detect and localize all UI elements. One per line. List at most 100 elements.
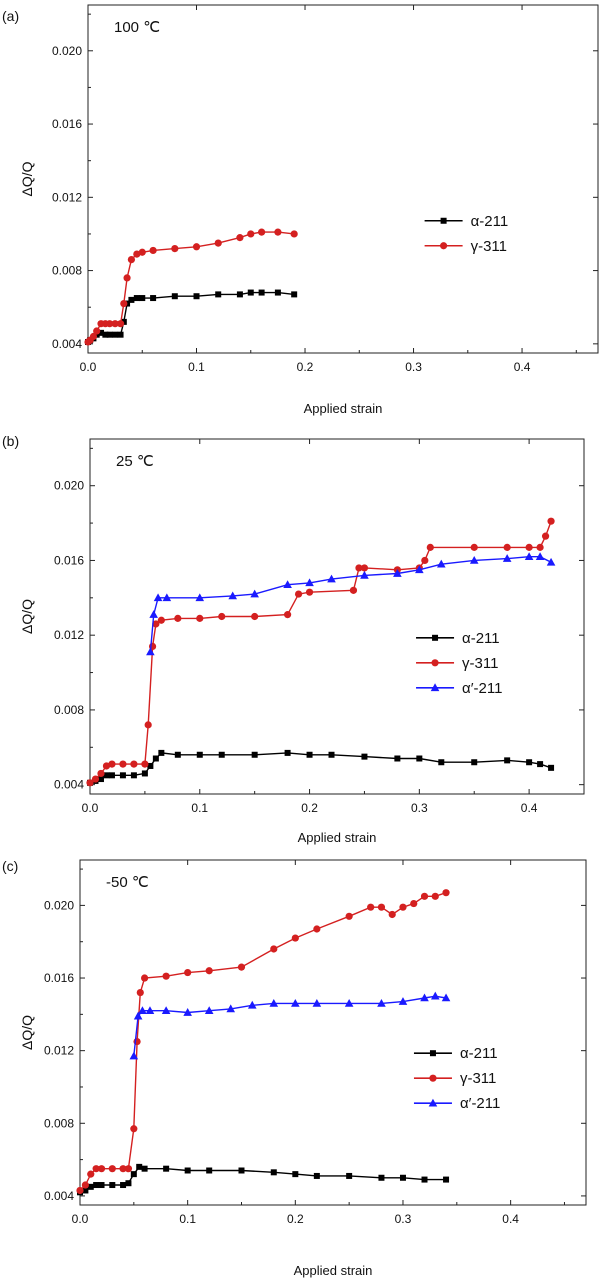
data-point — [312, 998, 322, 1007]
data-point — [355, 564, 363, 572]
data-point — [236, 234, 244, 242]
y-tick-label: 0.008 — [52, 264, 82, 278]
data-point — [97, 769, 105, 778]
data-point — [171, 245, 179, 253]
data-point — [420, 892, 429, 900]
legend-marker — [429, 1050, 436, 1057]
data-point — [171, 293, 178, 300]
data-point — [92, 1165, 100, 1173]
chart-panel-c: 0.0 0.1 0.2 0.3 0.4 0.004 0.008 0.012 0.016 0.020… — [0, 850, 600, 1278]
data-point — [426, 543, 434, 551]
data-point — [421, 556, 429, 565]
data-point — [470, 543, 478, 551]
y-tick-label: 0.004 — [54, 778, 84, 792]
y-tick-label: 0.020 — [52, 44, 82, 58]
series-1 — [86, 517, 555, 787]
data-point — [86, 779, 94, 787]
data-point — [144, 721, 152, 729]
data-point — [274, 289, 281, 296]
data-point — [367, 903, 375, 911]
y-tick-label: 0.008 — [54, 703, 84, 717]
data-point — [442, 889, 450, 897]
data-point — [393, 569, 402, 577]
data-point — [157, 616, 165, 624]
data-point — [119, 760, 127, 768]
series-line — [79, 1166, 446, 1193]
data-point — [82, 1187, 89, 1194]
data-point — [410, 899, 418, 908]
data-point — [377, 903, 386, 911]
data-point — [398, 997, 408, 1005]
data-point — [305, 578, 314, 587]
data-point — [443, 1176, 450, 1183]
data-point — [228, 591, 238, 600]
data-point — [139, 295, 146, 302]
data-point — [344, 998, 354, 1007]
chart-panel-a: 0.0 0.1 0.2 0.3 0.4 0.004 0.008 0.012 0.016 0.020… — [0, 0, 600, 420]
data-point — [76, 1186, 84, 1195]
y-tick-label: 0.016 — [52, 117, 82, 131]
data-point — [438, 759, 445, 766]
data-point — [204, 1006, 214, 1015]
data-point — [108, 760, 116, 768]
data-point — [258, 228, 266, 236]
series-0 — [87, 749, 555, 786]
data-point — [328, 751, 335, 758]
data-point — [306, 751, 313, 758]
data-point — [111, 320, 119, 328]
data-point — [120, 1182, 127, 1189]
data-point — [292, 1171, 299, 1178]
data-point — [120, 318, 127, 325]
data-point — [205, 967, 213, 975]
data-point — [133, 250, 141, 258]
data-point — [149, 246, 157, 255]
data-point — [193, 293, 200, 300]
legend: α-211 γ-311 α′-211 — [416, 630, 502, 697]
data-point — [421, 1176, 428, 1183]
data-point — [141, 1165, 148, 1172]
data-point — [152, 755, 159, 762]
data-point — [150, 295, 157, 302]
data-point — [215, 291, 222, 298]
data-point — [270, 1169, 277, 1176]
data-point — [360, 570, 369, 579]
data-point — [526, 759, 533, 766]
y-tick-label: 0.012 — [54, 628, 84, 642]
data-point — [504, 757, 511, 764]
data-point — [152, 620, 160, 628]
y-axis-label: ΔQ/Q — [19, 1015, 35, 1050]
data-point — [130, 760, 138, 768]
data-point — [524, 552, 534, 561]
data-point — [471, 759, 478, 766]
data-point — [416, 755, 423, 762]
data-point — [130, 772, 137, 779]
legend: α-211 γ-311 — [424, 213, 508, 255]
x-tick-label: 0.4 — [521, 801, 538, 815]
x-tick-label: 0.0 — [72, 1212, 89, 1226]
panel-label: (b) — [2, 433, 19, 449]
data-point — [349, 586, 358, 594]
x-tick-label: 0.0 — [80, 360, 97, 374]
data-point — [102, 331, 109, 338]
data-point — [313, 925, 321, 933]
data-point — [98, 1182, 105, 1189]
data-point — [119, 1165, 127, 1173]
legend-marker — [428, 1098, 438, 1107]
data-point — [108, 1165, 116, 1173]
data-point — [547, 517, 555, 525]
data-point — [119, 772, 126, 779]
series-line — [79, 892, 447, 1191]
data-point — [291, 291, 298, 298]
data-point — [247, 1000, 257, 1009]
data-point — [270, 945, 278, 953]
data-point — [305, 588, 314, 596]
data-point — [141, 770, 148, 777]
data-point — [183, 1008, 192, 1016]
data-point — [399, 903, 407, 911]
data-point — [174, 614, 182, 622]
data-point — [258, 289, 265, 296]
x-tick-label: 0.0 — [82, 801, 99, 815]
data-point — [81, 1181, 89, 1189]
data-point — [214, 239, 222, 247]
legend-marker — [440, 242, 448, 250]
